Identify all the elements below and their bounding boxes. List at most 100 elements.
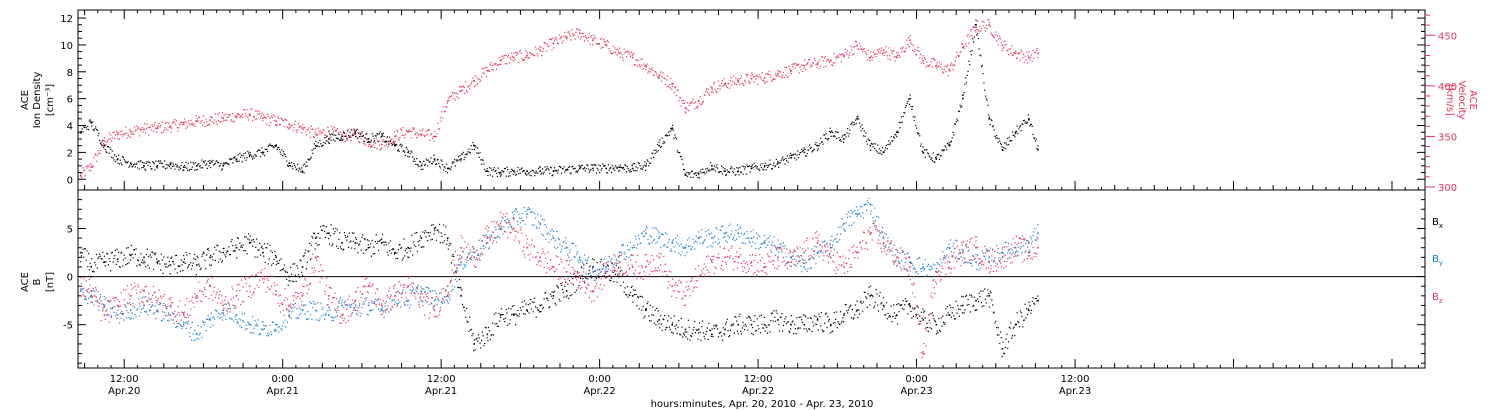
velocity-sample bbox=[671, 88, 673, 91]
density-sample bbox=[562, 168, 564, 170]
velocity-sample bbox=[179, 122, 182, 124]
bx-sample bbox=[947, 312, 949, 314]
velocity-point bbox=[935, 64, 938, 67]
velocity-sample bbox=[796, 64, 798, 67]
by-sample bbox=[646, 227, 648, 229]
bx-sample bbox=[740, 333, 743, 335]
velocity-sample bbox=[543, 41, 545, 43]
density-sample bbox=[458, 159, 460, 161]
density-sample bbox=[455, 160, 457, 162]
by-sample bbox=[333, 317, 335, 319]
by-sample bbox=[555, 248, 557, 250]
velocity-sample bbox=[912, 44, 915, 46]
by-sample bbox=[401, 291, 403, 293]
bx-sample bbox=[147, 264, 149, 266]
bx-sample bbox=[873, 305, 876, 307]
density-sample bbox=[866, 143, 869, 145]
bx-sample bbox=[159, 263, 161, 265]
velocity-sample bbox=[236, 113, 239, 115]
by-sample bbox=[610, 258, 613, 260]
velocity-sample bbox=[661, 75, 663, 78]
bx-sample bbox=[253, 241, 255, 243]
bx-sample bbox=[778, 330, 781, 332]
velocity-sample bbox=[941, 68, 943, 70]
bx-point bbox=[658, 319, 660, 321]
density-sample bbox=[789, 155, 791, 157]
density-sample bbox=[362, 135, 364, 137]
density-sample bbox=[908, 98, 910, 100]
density-sample bbox=[396, 144, 398, 146]
density-sample bbox=[789, 152, 792, 154]
velocity-sample bbox=[1035, 49, 1037, 52]
by-sample bbox=[644, 235, 646, 237]
by-sample bbox=[303, 304, 305, 306]
density-sample bbox=[279, 151, 281, 153]
by-sample bbox=[212, 324, 214, 326]
density-sample bbox=[891, 140, 893, 142]
bx-sample bbox=[841, 320, 843, 322]
by-sample bbox=[711, 246, 713, 248]
density-sample bbox=[708, 169, 710, 171]
velocity-sample bbox=[231, 120, 233, 122]
velocity-sample bbox=[741, 83, 743, 85]
density-sample bbox=[981, 64, 983, 67]
velocity-point bbox=[909, 39, 911, 42]
density-sample bbox=[528, 172, 530, 174]
by-sample bbox=[325, 313, 327, 315]
by-sample bbox=[448, 296, 450, 298]
density-sample bbox=[407, 155, 409, 157]
by-sample bbox=[217, 312, 220, 314]
density-sample bbox=[134, 166, 136, 168]
bx-sample bbox=[870, 285, 872, 287]
velocity-sample bbox=[362, 141, 365, 143]
by-sample bbox=[661, 233, 663, 235]
density-sample bbox=[759, 164, 762, 166]
density-sample bbox=[804, 148, 806, 151]
bx-sample bbox=[782, 324, 785, 327]
density-sample bbox=[392, 143, 394, 146]
density-sample bbox=[904, 112, 906, 114]
by-sample bbox=[636, 247, 638, 249]
velocity-sample bbox=[786, 66, 788, 69]
by-sample bbox=[392, 299, 394, 301]
density-sample bbox=[224, 163, 226, 165]
bx-point bbox=[988, 295, 991, 297]
bx-sample bbox=[968, 303, 970, 306]
velocity-point bbox=[711, 87, 713, 89]
velocity-sample bbox=[534, 46, 537, 48]
velocity-sample bbox=[992, 36, 995, 38]
velocity-sample bbox=[428, 129, 430, 131]
by-sample bbox=[606, 261, 608, 263]
by-sample bbox=[752, 229, 754, 231]
density-sample bbox=[896, 136, 898, 138]
bx-sample bbox=[213, 253, 215, 255]
velocity-sample bbox=[740, 77, 742, 80]
density-sample bbox=[622, 167, 624, 169]
density-sample bbox=[595, 164, 597, 167]
bx-sample bbox=[775, 310, 777, 312]
velocity-sample bbox=[263, 114, 265, 116]
density-sample bbox=[556, 169, 558, 172]
velocity-sample bbox=[408, 129, 411, 131]
bx-sample bbox=[175, 254, 178, 256]
bx-sample bbox=[759, 315, 761, 317]
density-sample bbox=[1006, 144, 1008, 146]
bx-sample bbox=[99, 253, 101, 255]
bx-sample bbox=[875, 288, 877, 291]
density-sample bbox=[156, 166, 158, 168]
by-sample bbox=[264, 325, 266, 327]
by-sample bbox=[583, 254, 586, 256]
velocity-sample bbox=[794, 67, 796, 69]
density-sample bbox=[119, 159, 121, 161]
density-sample bbox=[174, 168, 176, 170]
bx-sample bbox=[524, 313, 526, 315]
by-sample bbox=[573, 256, 575, 258]
bx-sample bbox=[509, 319, 511, 321]
velocity-point bbox=[922, 59, 924, 62]
velocity-sample bbox=[511, 52, 513, 54]
velocity-sample bbox=[221, 111, 224, 114]
bx-sample bbox=[835, 318, 837, 320]
by-sample bbox=[522, 220, 525, 222]
velocity-sample bbox=[934, 59, 936, 61]
bx-sample bbox=[648, 315, 650, 317]
